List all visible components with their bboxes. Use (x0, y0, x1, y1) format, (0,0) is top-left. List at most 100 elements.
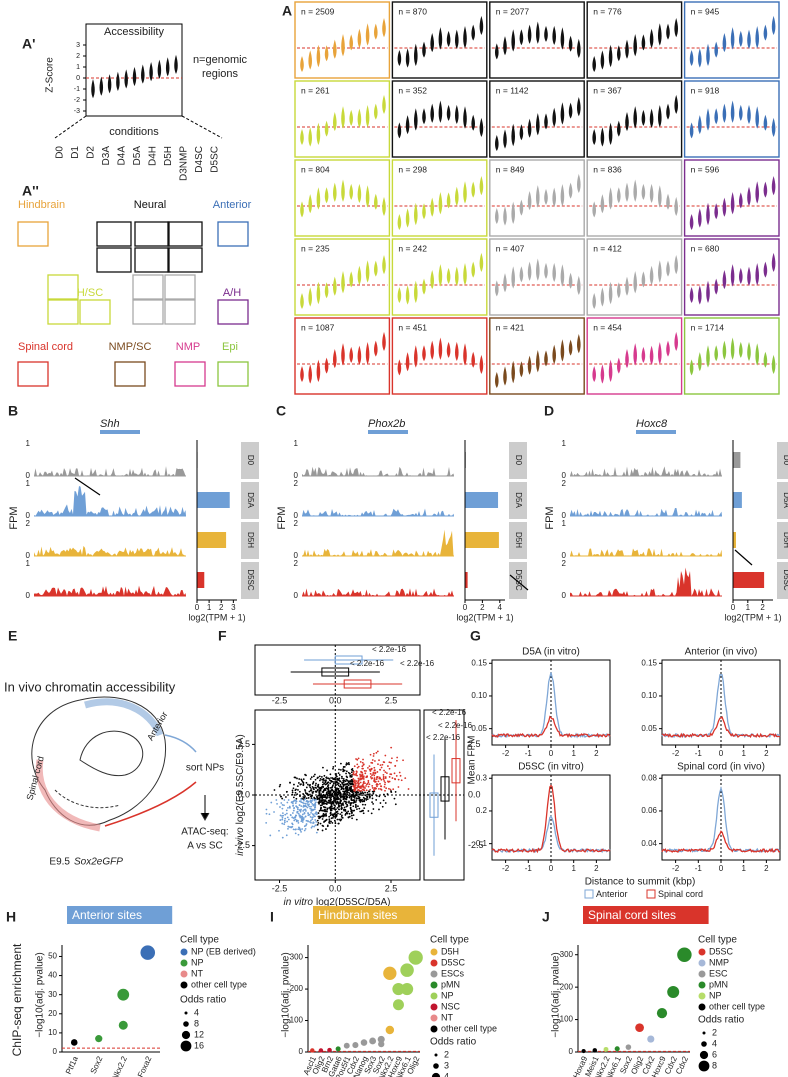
scatter-dot (322, 810, 324, 812)
scatter-dot (331, 822, 333, 824)
scatter-dot (332, 766, 334, 768)
scatter-dot (336, 819, 338, 821)
group-box (218, 362, 248, 386)
scatter-dot (394, 765, 396, 767)
scatter-dot (293, 784, 295, 786)
tick-label: 2 (219, 603, 224, 612)
scatter-dot (311, 776, 313, 778)
tick-label: -3 (74, 108, 80, 115)
scatter-dot (386, 772, 388, 774)
group-box (165, 300, 195, 324)
dot (657, 1008, 667, 1018)
scatter-dot (323, 813, 325, 815)
scatter-dot (314, 819, 316, 821)
scatter-dot (334, 779, 336, 781)
scatter-dot (347, 790, 349, 792)
legend-label: NP (709, 990, 722, 1000)
tick-label: 200 (290, 984, 304, 993)
track-label: D5A (782, 492, 788, 508)
legend-label: NP (EB derived) (191, 946, 256, 956)
scatter-dot (294, 817, 296, 819)
scatter-dot (333, 803, 335, 805)
violin (341, 34, 345, 56)
caption: Sox2eGFP (74, 857, 123, 868)
track-label: D5A (514, 492, 523, 508)
violin (447, 268, 451, 284)
legend-label: other cell type (709, 1001, 765, 1011)
step: sort NPs (186, 763, 224, 774)
scatter-dot (356, 808, 358, 810)
scatter-dot (371, 785, 373, 787)
scatter-dot (336, 814, 338, 816)
legend-key (431, 1026, 438, 1033)
scatter-dot (319, 780, 321, 782)
scatter-dot (329, 773, 331, 775)
scatter-dot (338, 823, 340, 825)
scatter-dot (315, 821, 317, 823)
violin (544, 26, 548, 42)
scatter-dot (338, 782, 340, 784)
legend-key (431, 982, 438, 989)
scatter-dot (299, 829, 301, 831)
scatter-dot (302, 781, 304, 783)
violin (625, 349, 629, 368)
scatter-dot (370, 754, 372, 756)
scatter-dot (270, 802, 272, 804)
violin (308, 50, 312, 69)
scatter-dot (358, 757, 360, 759)
violin (480, 16, 484, 35)
size-key (699, 1061, 710, 1072)
scatter-dot (279, 819, 281, 821)
count: n = 849 (496, 164, 525, 174)
violin (577, 97, 581, 116)
violin (480, 118, 484, 137)
scatter-dot (307, 820, 309, 822)
bar (733, 452, 740, 468)
scatter-dot (292, 824, 294, 826)
scatter-dot (385, 771, 387, 773)
scatter-dot (345, 773, 347, 775)
violin (764, 182, 768, 198)
tick-label: -2 (672, 749, 680, 758)
scatter-dot (365, 785, 367, 787)
violin (422, 345, 426, 361)
tick-label: -2.5 (272, 883, 288, 893)
group-box (97, 222, 131, 246)
violin (536, 113, 540, 135)
group-label: A/H (223, 287, 241, 299)
track-label: D5A (246, 492, 255, 508)
scatter-dot (328, 822, 330, 824)
legend-label: NT (441, 1012, 453, 1022)
violin (764, 352, 768, 368)
scatter-dot (339, 813, 341, 815)
scatter-dot (360, 782, 362, 784)
tick-label: 0 (195, 603, 200, 612)
scatter-dot (330, 798, 332, 800)
scatter-dot (383, 794, 385, 796)
scatter-dot (327, 795, 329, 797)
scatter-dot (295, 805, 297, 807)
tick-label: 0 (53, 1047, 58, 1056)
scatter-dot (299, 784, 301, 786)
scatter-dot (339, 786, 341, 788)
legend-label: other cell type (441, 1023, 497, 1033)
violin (739, 342, 743, 358)
scatter-dot (371, 801, 373, 803)
scatter-dot (379, 783, 381, 785)
scatter-dot (366, 789, 368, 791)
axis-title: log2(TPM + 1) (724, 612, 781, 622)
scatter-dot (320, 796, 322, 798)
violin (723, 104, 727, 123)
scatter-dot (318, 812, 320, 814)
gene-model (100, 430, 140, 434)
scatter-dot (289, 806, 291, 808)
scatter-dot (328, 816, 330, 818)
count: n = 407 (496, 243, 525, 253)
violin (723, 33, 727, 52)
scatter-dot (323, 802, 325, 804)
legend-label: 8 (712, 1060, 717, 1070)
scatter-dot (389, 781, 391, 783)
dot (635, 1023, 644, 1032)
legend-label: 12 (194, 1029, 204, 1039)
violin (503, 366, 507, 385)
